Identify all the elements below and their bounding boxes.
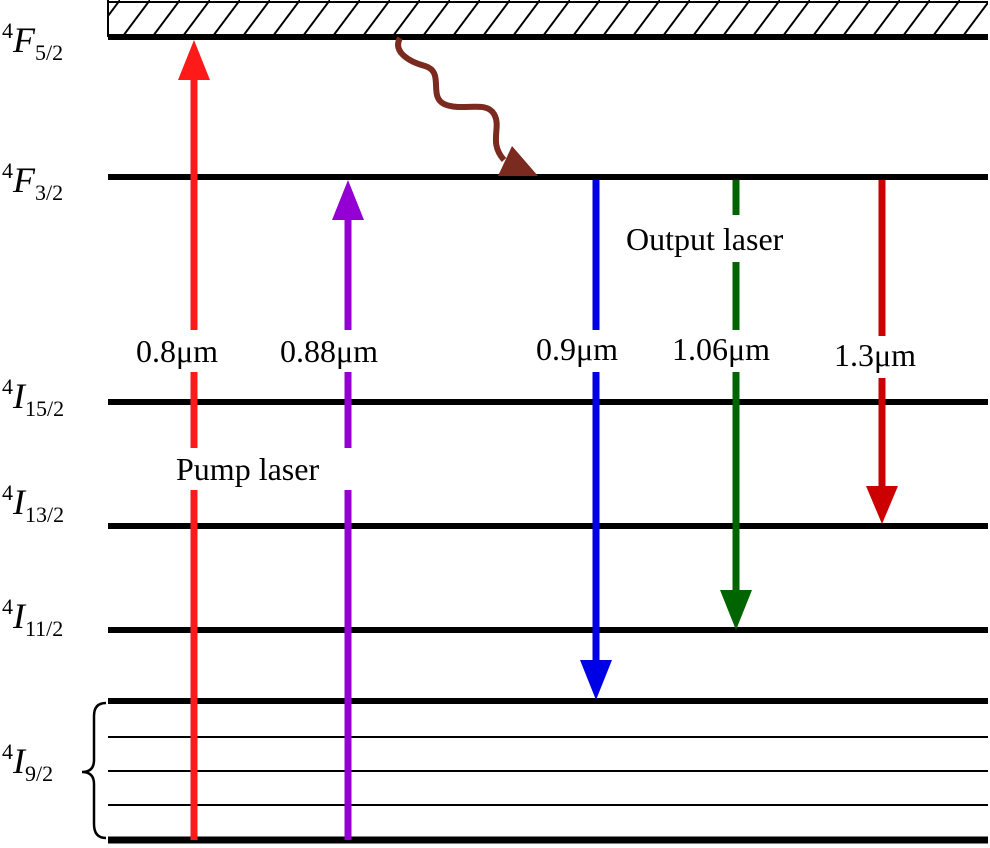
label-0-8um: 0.8μm xyxy=(136,333,218,369)
hatched-band-4F5-2 xyxy=(108,0,988,37)
pump-arrow-0-8um xyxy=(178,40,210,840)
output-laser-label: Output laser xyxy=(626,221,784,257)
level-label-4I13-2: 4I13/2 xyxy=(2,480,64,527)
level-label-4F5-2: 4F5/2 xyxy=(2,18,63,65)
level-label-4I15-2: 4I15/2 xyxy=(2,374,64,421)
label-0-88um: 0.88μm xyxy=(280,333,378,369)
label-1-06um: 1.06μm xyxy=(672,331,770,367)
label-1-3um: 1.3μm xyxy=(834,337,916,373)
label-0-9um: 0.9μm xyxy=(536,331,618,367)
output-arrow-1-06um xyxy=(720,180,752,630)
output-arrow-1-3um xyxy=(866,180,898,524)
output-arrow-0-9um xyxy=(580,180,612,700)
level-label-4I11-2: 4I11/2 xyxy=(2,594,63,641)
pump-arrow-0-88um xyxy=(332,180,364,840)
level-label-4F3-2: 4F3/2 xyxy=(2,158,63,205)
manifold-brace xyxy=(81,701,107,840)
level-label-4I9-2: 4I9/2 xyxy=(2,739,53,786)
nonradiative-relaxation-arrow xyxy=(395,36,538,176)
pump-laser-label: Pump laser xyxy=(176,451,319,487)
